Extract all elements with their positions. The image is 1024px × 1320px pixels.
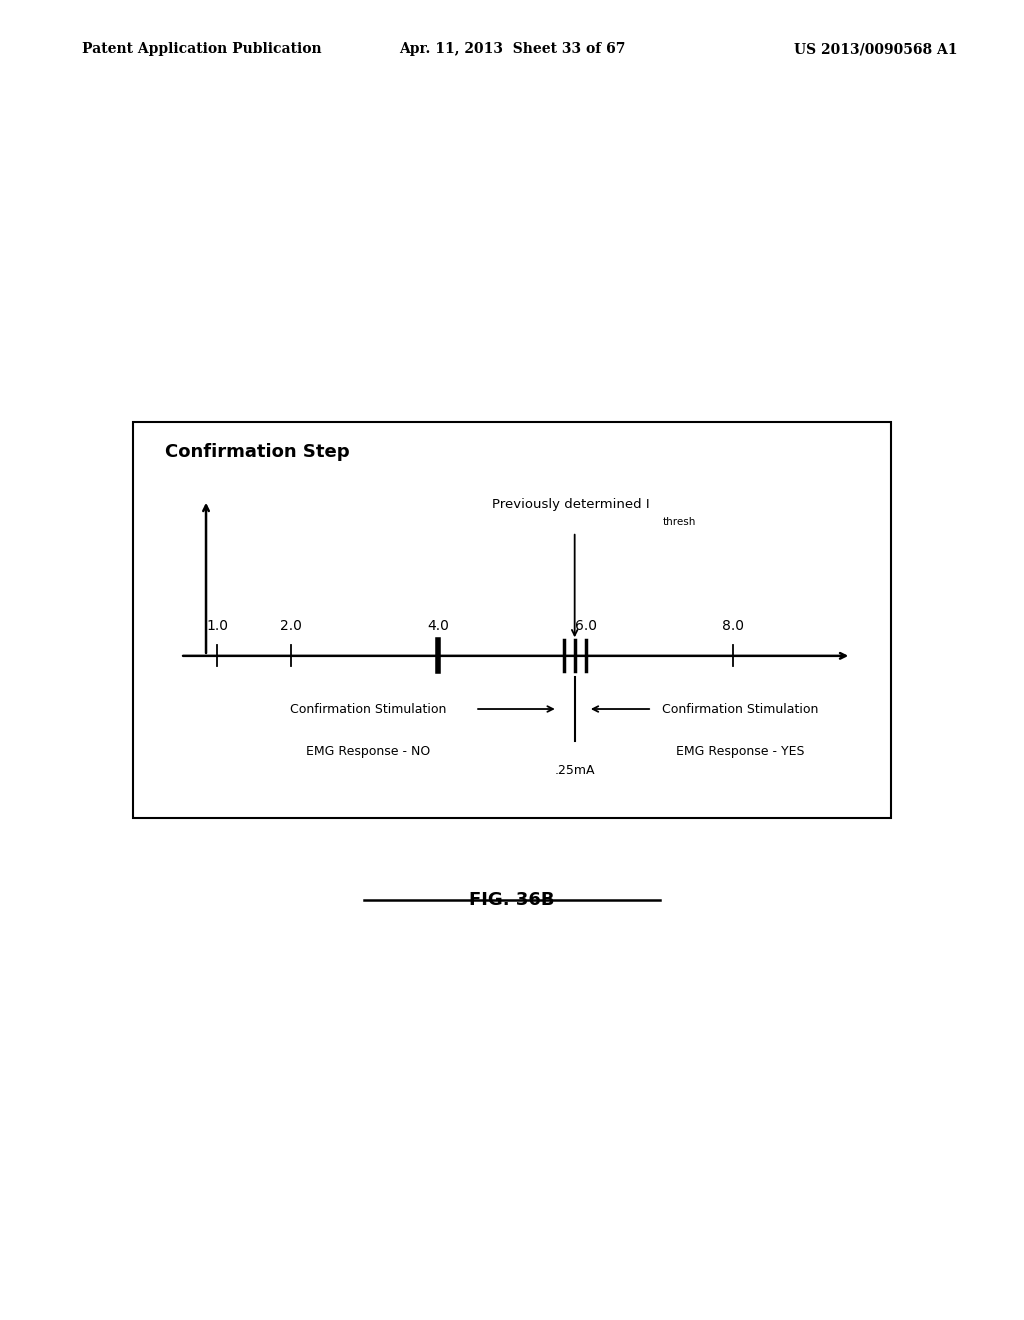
Text: Confirmation Stimulation: Confirmation Stimulation <box>290 702 446 715</box>
Text: 6.0: 6.0 <box>574 619 597 634</box>
Text: 8.0: 8.0 <box>722 619 744 634</box>
Text: Confirmation Stimulation: Confirmation Stimulation <box>663 702 819 715</box>
Text: FIG. 36B: FIG. 36B <box>469 891 555 909</box>
Text: EMG Response - YES: EMG Response - YES <box>676 744 805 758</box>
Text: 2.0: 2.0 <box>280 619 302 634</box>
Text: Patent Application Publication: Patent Application Publication <box>82 42 322 57</box>
Text: 4.0: 4.0 <box>427 619 450 634</box>
Text: Confirmation Step: Confirmation Step <box>166 444 350 461</box>
Text: US 2013/0090568 A1: US 2013/0090568 A1 <box>794 42 957 57</box>
Text: Apr. 11, 2013  Sheet 33 of 67: Apr. 11, 2013 Sheet 33 of 67 <box>398 42 626 57</box>
Text: 1.0: 1.0 <box>206 619 228 634</box>
Text: thresh: thresh <box>663 517 696 527</box>
Text: .25mA: .25mA <box>554 764 595 777</box>
Text: EMG Response - NO: EMG Response - NO <box>306 744 430 758</box>
Text: Previously determined I: Previously determined I <box>493 498 650 511</box>
